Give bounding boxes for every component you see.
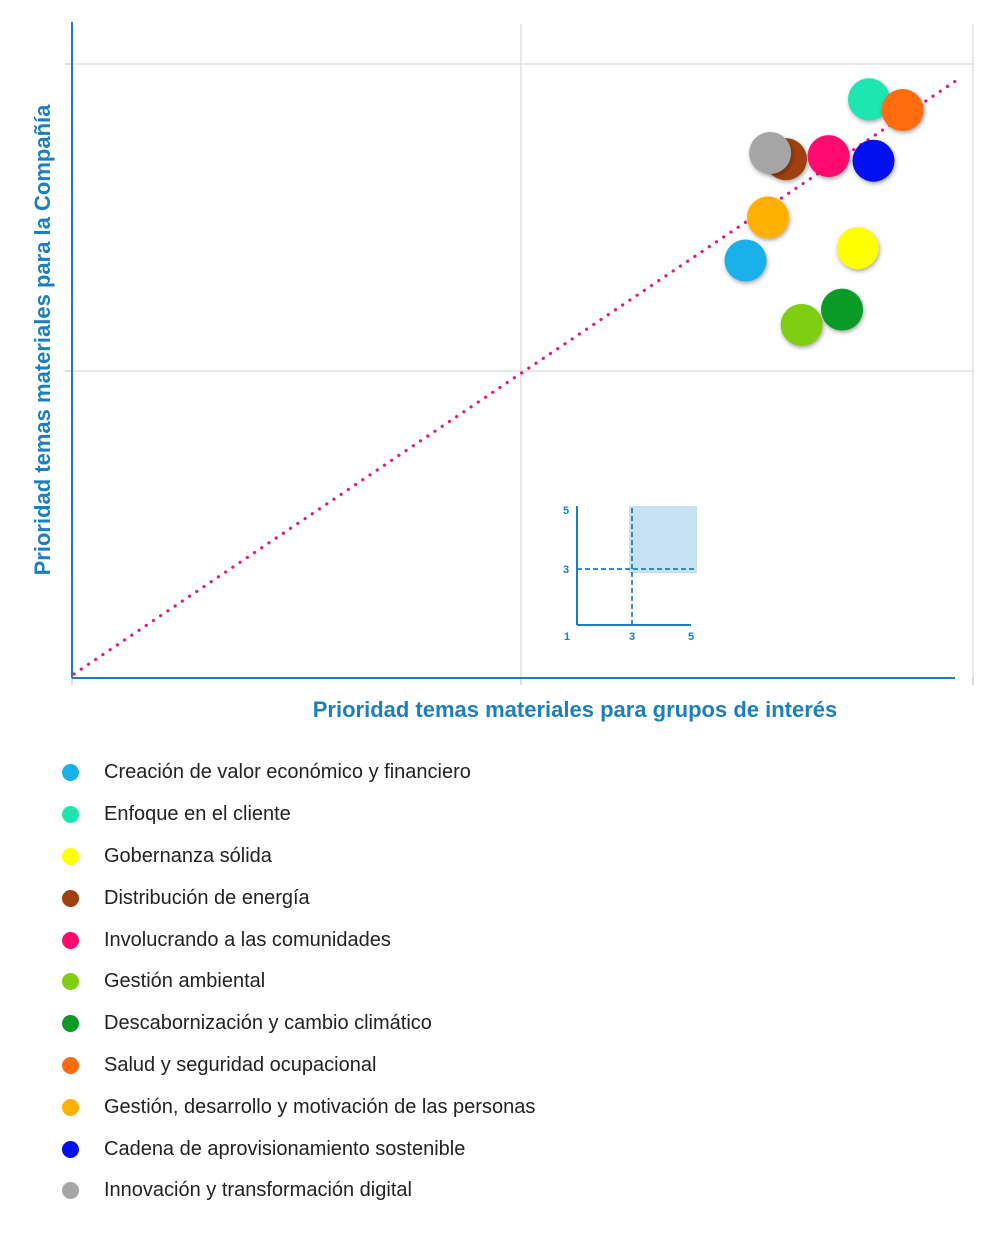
- legend-swatch: [62, 931, 79, 949]
- inset-highlight-area: [629, 506, 697, 573]
- legend-swatch: [62, 1182, 79, 1200]
- legend-swatch: [62, 764, 79, 782]
- legend-label: Creación de valor económico y financiero: [104, 761, 471, 784]
- legend-swatch: [62, 1015, 79, 1033]
- data-point-1: [724, 239, 767, 282]
- data-point-11: [749, 132, 792, 175]
- legend-item: Gestión, desarrollo y motivación de las …: [62, 1086, 962, 1128]
- reference-line: [72, 78, 959, 676]
- legend-swatch: [62, 806, 79, 824]
- inset-y-tick-3: 3: [563, 564, 569, 576]
- legend-label: Distribución de energía: [104, 886, 310, 909]
- data-point-5: [807, 135, 850, 178]
- data-point-3: [836, 227, 879, 270]
- inset-y-tick-5: 5: [563, 505, 569, 517]
- legend-swatch: [62, 847, 79, 865]
- data-point-9: [746, 196, 789, 239]
- x-axis-label: Prioridad temas materiales para grupos d…: [313, 697, 838, 722]
- data-point-6: [780, 303, 823, 346]
- legend-item: Creación de valor económico y financiero: [62, 752, 962, 794]
- data-point-8: [881, 89, 924, 132]
- legend-label: Salud y seguridad ocupacional: [104, 1053, 377, 1076]
- reference-diagonal: [72, 78, 959, 676]
- legend-item: Descabornización y cambio climático: [62, 1003, 962, 1045]
- legend-label: Cadena de aprovisionamiento sostenible: [104, 1137, 466, 1160]
- legend-label: Gestión ambiental: [104, 970, 266, 993]
- y-axis-label: Prioridad temas materiales para la Compa…: [30, 104, 55, 576]
- legend: Creación de valor económico y financiero…: [62, 752, 962, 1212]
- inset-x-tick-5: 5: [688, 631, 694, 643]
- legend-label: Innovación y transformación digital: [104, 1179, 412, 1202]
- legend-label: Descabornización y cambio climático: [104, 1012, 432, 1035]
- legend-item: Enfoque en el cliente: [62, 794, 962, 836]
- legend-swatch: [62, 1140, 79, 1158]
- data-point-10: [852, 139, 895, 182]
- legend-item: Gobernanza sólida: [62, 836, 962, 878]
- legend-label: Gobernanza sólida: [104, 844, 272, 867]
- data-point-2: [847, 78, 890, 121]
- legend-swatch: [62, 889, 79, 907]
- inset-diagram: 1 3 5 5 3: [563, 505, 697, 643]
- inset-x-tick-3: 3: [629, 631, 635, 643]
- legend-item: Salud y seguridad ocupacional: [62, 1045, 962, 1087]
- legend-item: Innovación y transformación digital: [62, 1170, 962, 1212]
- legend-item: Cadena de aprovisionamiento sostenible: [62, 1128, 962, 1170]
- legend-label: Involucrando a las comunidades: [104, 928, 391, 951]
- legend-swatch: [62, 1056, 79, 1074]
- legend-label: Enfoque en el cliente: [104, 803, 291, 826]
- legend-item: Distribución de energía: [62, 877, 962, 919]
- legend-swatch: [62, 973, 79, 991]
- data-points: [724, 78, 924, 346]
- legend-item: Involucrando a las comunidades: [62, 919, 962, 961]
- inset-x-tick-1: 1: [564, 631, 570, 643]
- data-point-7: [821, 288, 864, 331]
- grid-lines: [65, 24, 974, 685]
- legend-swatch: [62, 1098, 79, 1116]
- legend-label: Gestión, desarrollo y motivación de las …: [104, 1095, 536, 1118]
- materiality-chart: 1 3 5 5 3 Prioridad temas materiales para la…: [30, 22, 974, 722]
- legend-item: Gestión ambiental: [62, 961, 962, 1003]
- axes: [71, 22, 955, 679]
